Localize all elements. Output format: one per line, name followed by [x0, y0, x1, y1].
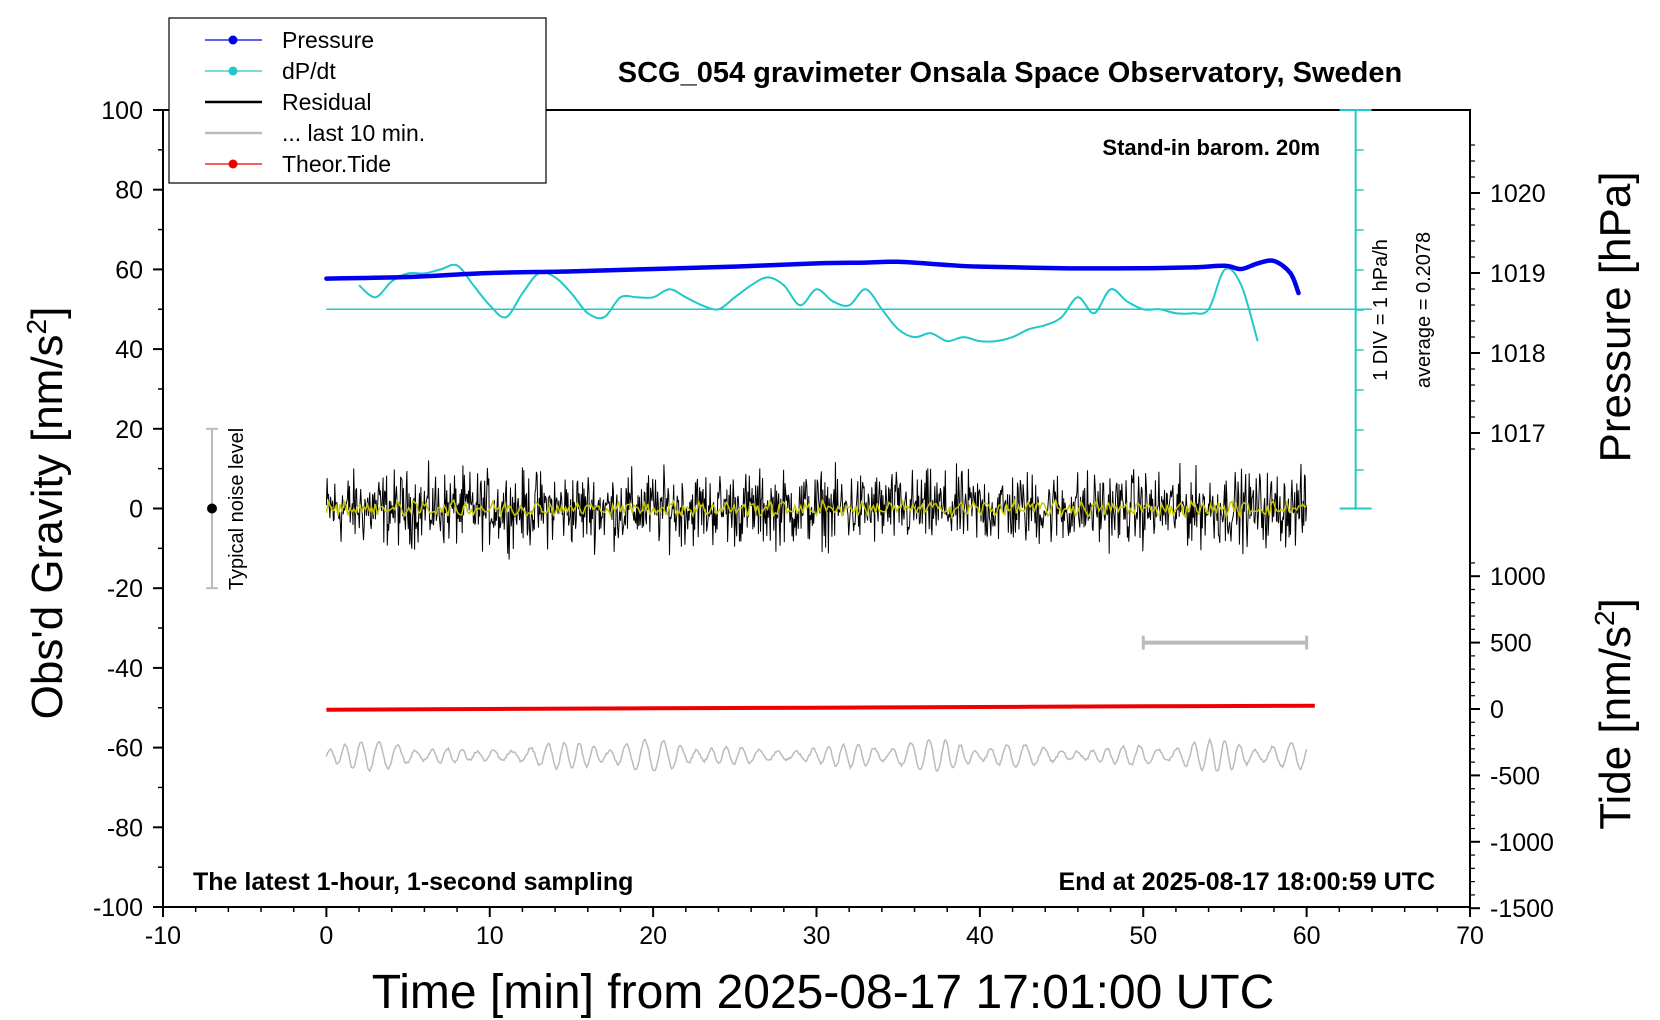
y-tick-label: -20	[107, 575, 143, 603]
legend-label: Theor.Tide	[282, 151, 391, 177]
last10-line	[325, 737, 1308, 773]
y-tick-label: 0	[129, 496, 143, 524]
tide-tick-label: -1000	[1490, 829, 1554, 857]
y-tick-label: -80	[107, 814, 143, 842]
pressure-tick-label: 1020	[1490, 180, 1546, 208]
legend-label: dP/dt	[282, 58, 336, 84]
tide-tick-label: 1000	[1490, 563, 1546, 591]
tide-line	[326, 703, 1315, 712]
x-tick-label: 30	[803, 922, 831, 950]
legend-marker	[228, 159, 238, 169]
tide-tick-label: -1500	[1490, 895, 1554, 923]
pressure-tick-label: 1019	[1490, 260, 1546, 288]
x-tick-label: -10	[145, 922, 181, 950]
legend-label: Residual	[282, 89, 372, 115]
y-tick-label: 40	[115, 336, 143, 364]
pressure-line	[324, 258, 1301, 296]
x-axis-label: Time [min] from 2025-08-17 17:01:00 UTC	[372, 966, 1275, 1019]
noise-level-dot	[207, 503, 218, 514]
legend-marker	[228, 35, 238, 45]
x-tick-label: 60	[1293, 922, 1321, 950]
legend-box	[168, 17, 547, 184]
y-tick-label: 100	[101, 97, 143, 125]
x-tick-label: 70	[1456, 922, 1484, 950]
y-axis-label: Obs'd Gravity [nm/s2]	[21, 307, 72, 720]
tide-tick-label: 0	[1490, 696, 1504, 724]
average-label: average = 0.2078	[1413, 232, 1435, 388]
barometer-note: Stand-in barom. 20m	[1102, 135, 1320, 160]
pressure-axis-label: Pressure [hPa]	[1591, 171, 1640, 462]
y-tick-label: 80	[115, 177, 143, 205]
bottom-left-note: The latest 1-hour, 1-second sampling	[193, 868, 633, 896]
y-tick-label: 20	[115, 416, 143, 444]
x-tick-label: 50	[1129, 922, 1157, 950]
tide-axis-label: Tide [nm/s2]	[1589, 598, 1640, 830]
pressure-tick-label: 1018	[1490, 340, 1546, 368]
y-tick-label: -40	[107, 655, 143, 683]
x-tick-label: 10	[476, 922, 504, 950]
y-tick-label: -60	[107, 735, 143, 763]
y-tick-label: -100	[93, 894, 143, 922]
x-tick-label: 20	[639, 922, 667, 950]
chart-title: SCG_054 gravimeter Onsala Space Observat…	[618, 57, 1402, 89]
legend-marker	[228, 66, 238, 76]
residual-smoothed-line	[325, 498, 1307, 520]
div-label: 1 DIV = 1 hPa/h	[1370, 239, 1392, 381]
noise-label: Typical noise level	[226, 428, 248, 590]
legend-label: ... last 10 min.	[282, 120, 425, 146]
x-tick-label: 0	[319, 922, 333, 950]
legend-label: Pressure	[282, 27, 374, 53]
dpdt-line	[358, 263, 1259, 343]
y-tick-label: 60	[115, 256, 143, 284]
tide-tick-label: -500	[1490, 762, 1540, 790]
bottom-right-note: End at 2025-08-17 18:00:59 UTC	[1058, 868, 1435, 896]
residual-line	[325, 460, 1308, 560]
pressure-tick-label: 1017	[1490, 420, 1546, 448]
tide-tick-label: 500	[1490, 630, 1532, 658]
x-tick-label: 40	[966, 922, 994, 950]
